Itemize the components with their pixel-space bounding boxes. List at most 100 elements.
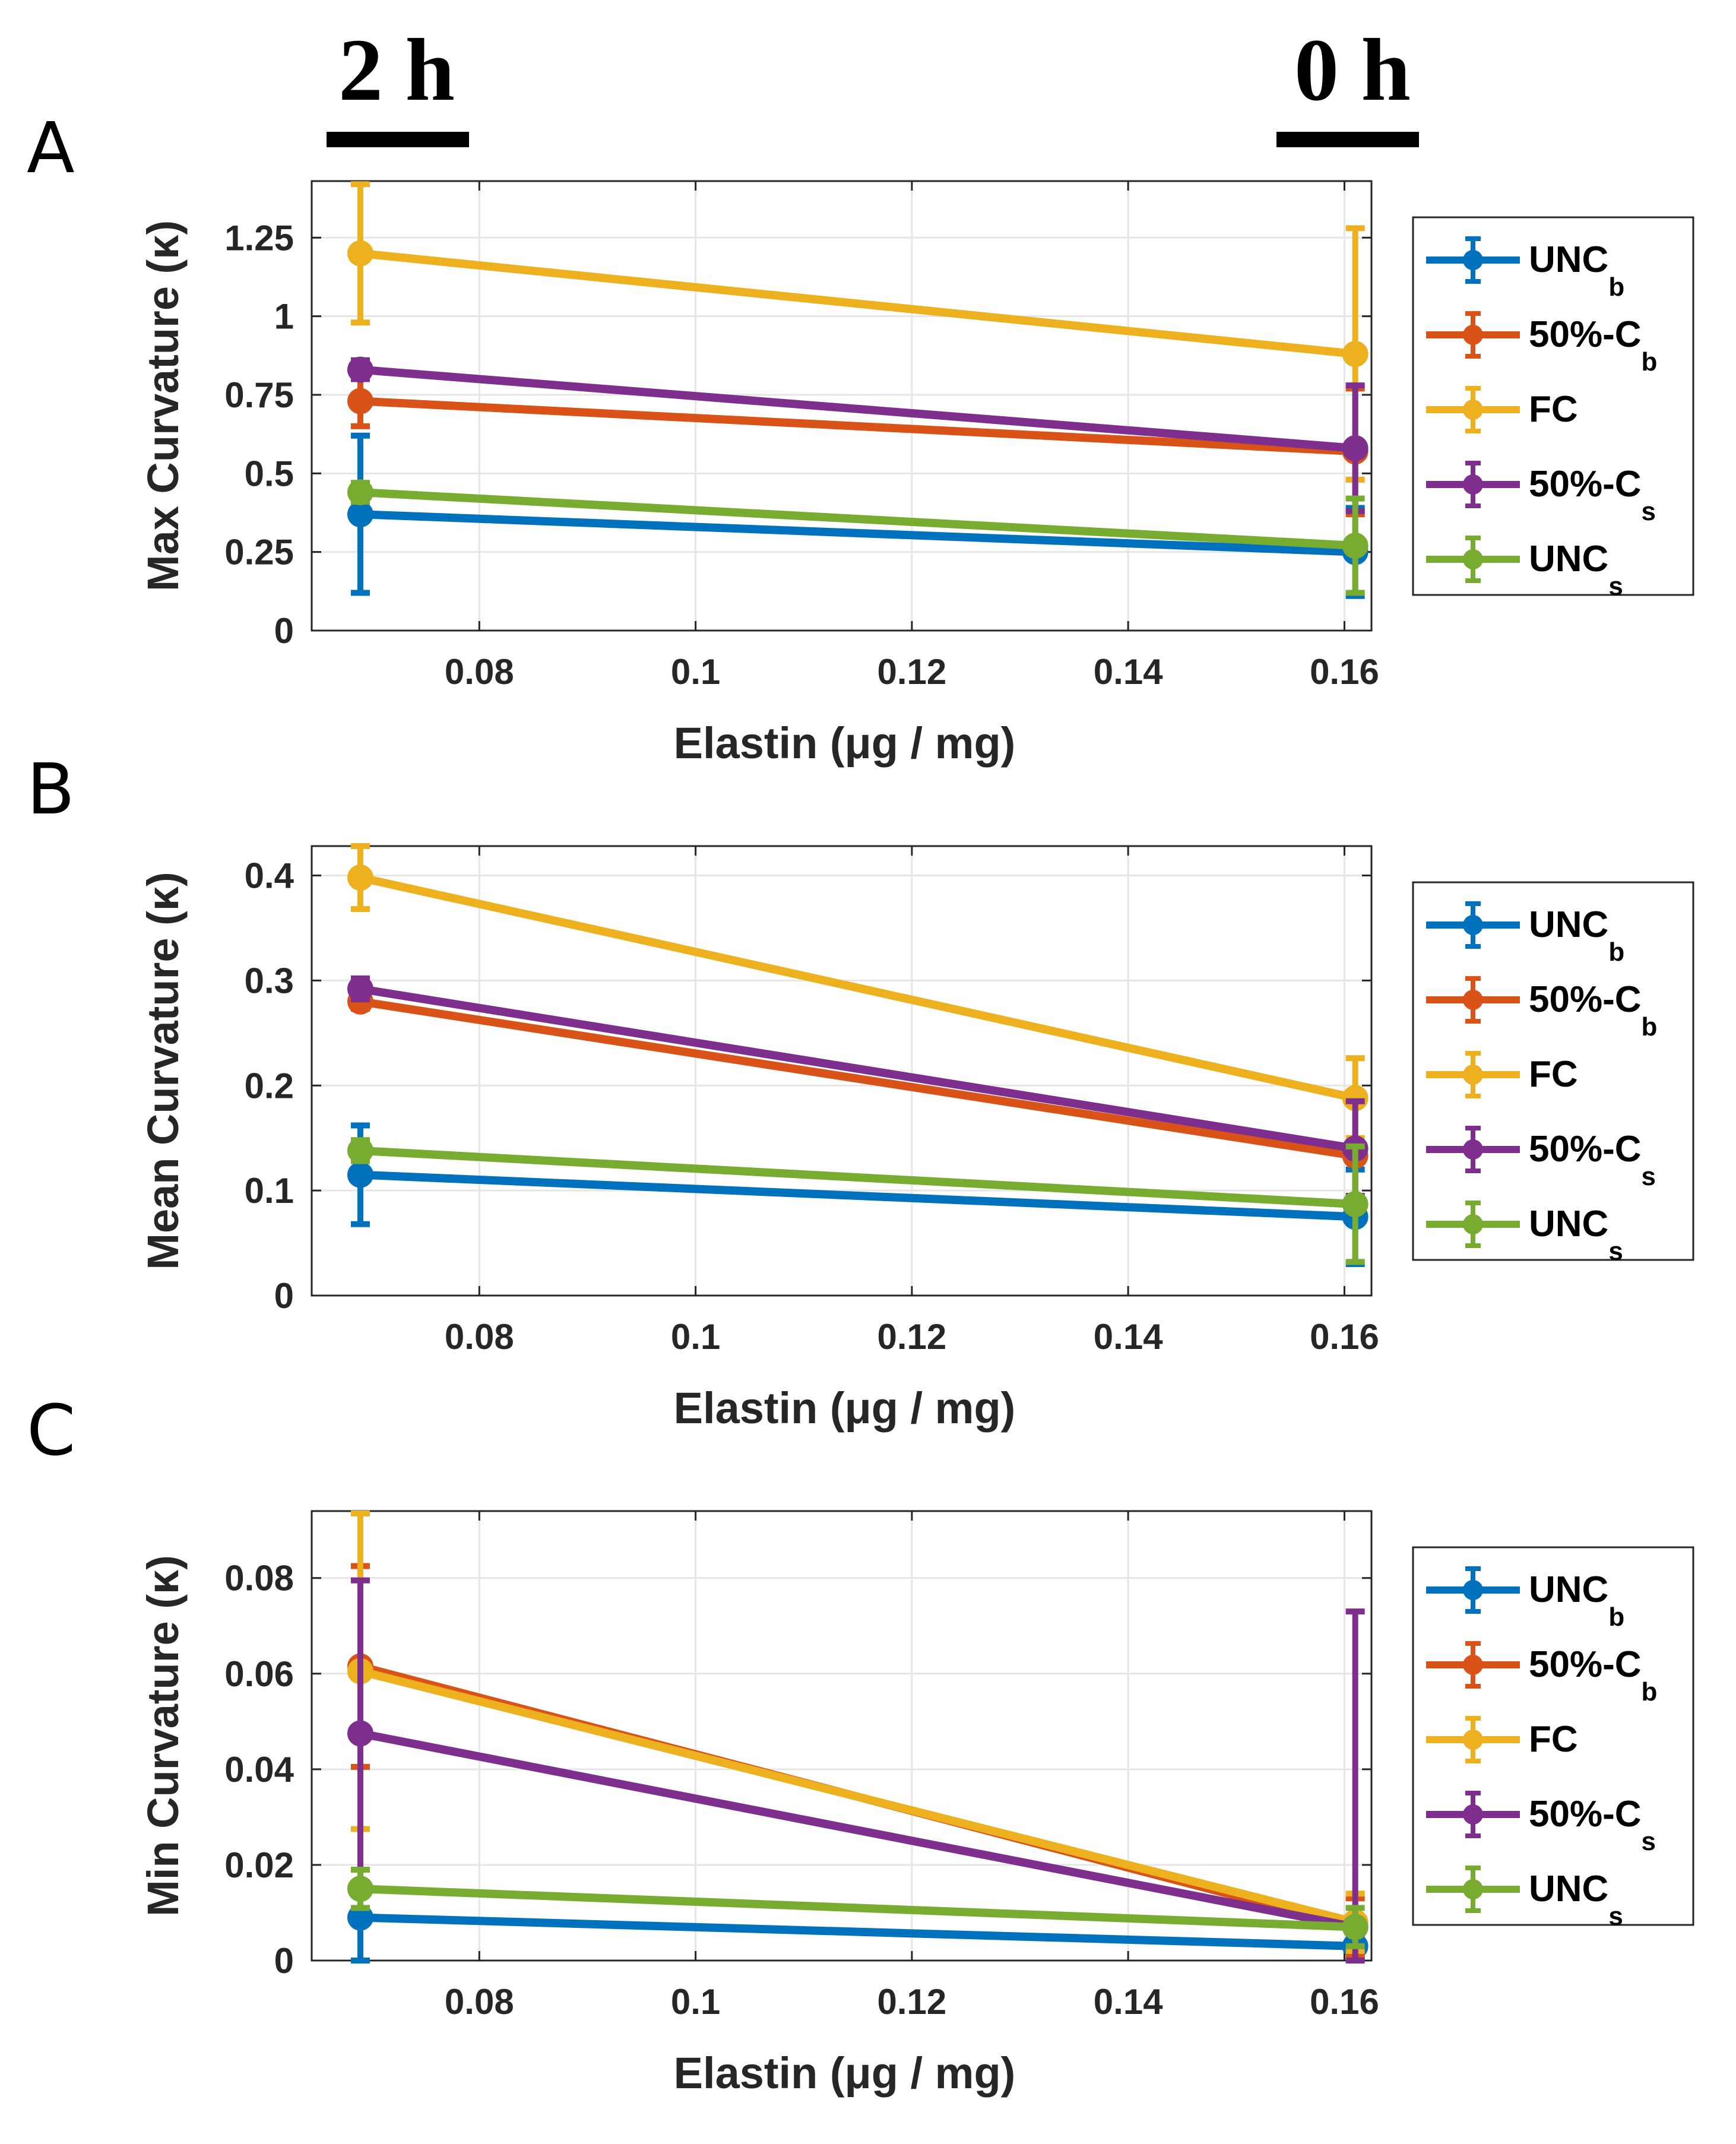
y-tick-label: 0.04 — [224, 1750, 294, 1790]
series-line — [360, 249, 1356, 359]
y-axis-label: Max Curvature (κ) — [138, 220, 188, 591]
data-point — [347, 388, 373, 414]
legend-marker — [1463, 1214, 1483, 1234]
data-point — [347, 356, 373, 383]
x-tick-label: 0.12 — [877, 1317, 947, 1357]
legend-subscript: b — [1642, 1012, 1658, 1041]
x-tick-label: 0.08 — [445, 652, 514, 692]
y-tick-label: 0 — [274, 611, 294, 651]
x-tick-label: 0.12 — [877, 1982, 947, 2022]
panel-letter-b: B — [27, 748, 75, 830]
legend-subscript: s — [1608, 1237, 1623, 1266]
x-tick-label: 0.14 — [1094, 1317, 1163, 1357]
data-point — [1342, 435, 1368, 461]
chart-mean-curvature: 0.08 0.1 0.12 0.14 0.16 0 0.1 0.2 0.3 0.4 Elastin … — [138, 843, 1694, 1433]
y-tick-label: 0.5 — [245, 454, 294, 493]
y-axis-label: Min Curvature (κ) — [138, 1555, 188, 1917]
chart-max-curvature: 0.08 0.1 0.12 0.14 0.16 0 0.25 0.5 0.75 1 1.25 Elas… — [138, 180, 1694, 768]
legend-subscript: s — [1642, 497, 1656, 526]
series-line — [359, 873, 1357, 1103]
legend-marker — [1463, 250, 1483, 270]
y-tick-label: 0.2 — [245, 1066, 294, 1106]
series-line — [360, 1913, 1355, 1950]
series-line — [360, 1170, 1355, 1221]
data-point — [1342, 341, 1368, 368]
data-point — [347, 864, 373, 891]
x-axis-label: Elastin (μg / mg) — [674, 718, 1016, 768]
legend-label: FC — [1529, 1054, 1578, 1095]
legend-marker — [1463, 990, 1483, 1010]
axes-box — [311, 845, 1373, 1297]
legend-marker — [1463, 400, 1483, 420]
series-line — [360, 397, 1356, 456]
x-tick-label: 0.1 — [671, 652, 720, 692]
time-scale-bar-left — [327, 132, 469, 147]
series-line — [360, 1146, 1356, 1209]
legend-label: FC — [1529, 389, 1578, 430]
legend-subscript: b — [1642, 1677, 1658, 1706]
x-tick-label: 0.12 — [877, 652, 947, 692]
series-line — [359, 1667, 1357, 1927]
data-point — [347, 1876, 373, 1902]
data-point — [347, 1161, 373, 1188]
time-label-left: 2 h — [338, 21, 455, 119]
series-line — [360, 488, 1356, 550]
series-line — [360, 510, 1355, 556]
series-UNC_s — [347, 1137, 1368, 1265]
y-tick-label: 0.08 — [224, 1559, 294, 1598]
y-tick-label: 0.1 — [245, 1171, 294, 1211]
legend-marker — [1463, 549, 1483, 569]
y-tick-label: 1.25 — [224, 218, 294, 258]
data-point — [347, 1137, 373, 1164]
data-point — [347, 501, 373, 528]
data-point — [347, 976, 373, 1002]
legend-marker — [1463, 474, 1483, 495]
x-tick-label: 0.08 — [445, 1982, 514, 2022]
data-point — [1342, 533, 1368, 559]
time-scale-bar-right — [1276, 132, 1419, 147]
panel-letter-a: A — [27, 107, 75, 189]
legend-marker — [1463, 1139, 1483, 1160]
series-line — [359, 984, 1356, 1153]
axes-box — [311, 180, 1373, 632]
y-tick-label: 0.25 — [224, 533, 294, 572]
legend-subscript: b — [1608, 273, 1624, 302]
legend-subscript: s — [1642, 1827, 1656, 1856]
data-point — [347, 1720, 373, 1747]
legend-marker — [1463, 325, 1483, 345]
panel-letter-c: C — [27, 1389, 75, 1471]
x-tick-label: 0.16 — [1310, 1317, 1379, 1357]
legend-subscript: s — [1608, 1902, 1623, 1931]
legend-marker — [1463, 1580, 1483, 1600]
plot-area — [312, 846, 1371, 1296]
legend-subscript: s — [1642, 1162, 1656, 1191]
series-50%-C_s — [347, 356, 1368, 514]
data-point — [1342, 1914, 1368, 1940]
series-line — [360, 365, 1356, 452]
y-tick-label: 1 — [274, 297, 294, 337]
legend-subscript: b — [1642, 347, 1658, 376]
x-tick-label: 0.14 — [1094, 652, 1163, 692]
legend-marker — [1463, 1879, 1483, 1899]
x-tick-label: 0.16 — [1310, 1982, 1379, 2022]
legend-label: FC — [1529, 1719, 1578, 1760]
legend-marker — [1463, 1065, 1483, 1085]
legend-entry-FC: FC — [1426, 1051, 1578, 1098]
legend-marker — [1463, 1804, 1483, 1825]
y-tick-label: 0 — [274, 1276, 294, 1316]
series-FC — [347, 181, 1368, 483]
y-tick-label: 0 — [274, 1941, 294, 1981]
legend-entry-FC: FC — [1426, 1716, 1578, 1763]
y-tick-label: 0.02 — [224, 1845, 294, 1885]
legend-entry-FC: FC — [1426, 386, 1578, 433]
x-axis-label: Elastin (μg / mg) — [674, 1383, 1016, 1433]
y-axis-label: Mean Curvature (κ) — [138, 872, 188, 1269]
chart-min-curvature: 0.08 0.1 0.12 0.14 0.16 0 0.02 0.04 0.06 0.08 Elas… — [138, 1510, 1694, 2098]
y-tick-label: 0.3 — [245, 961, 294, 1000]
legend-marker — [1463, 1730, 1483, 1750]
y-tick-label: 0.75 — [224, 375, 294, 415]
y-tick-label: 0.4 — [245, 856, 294, 896]
